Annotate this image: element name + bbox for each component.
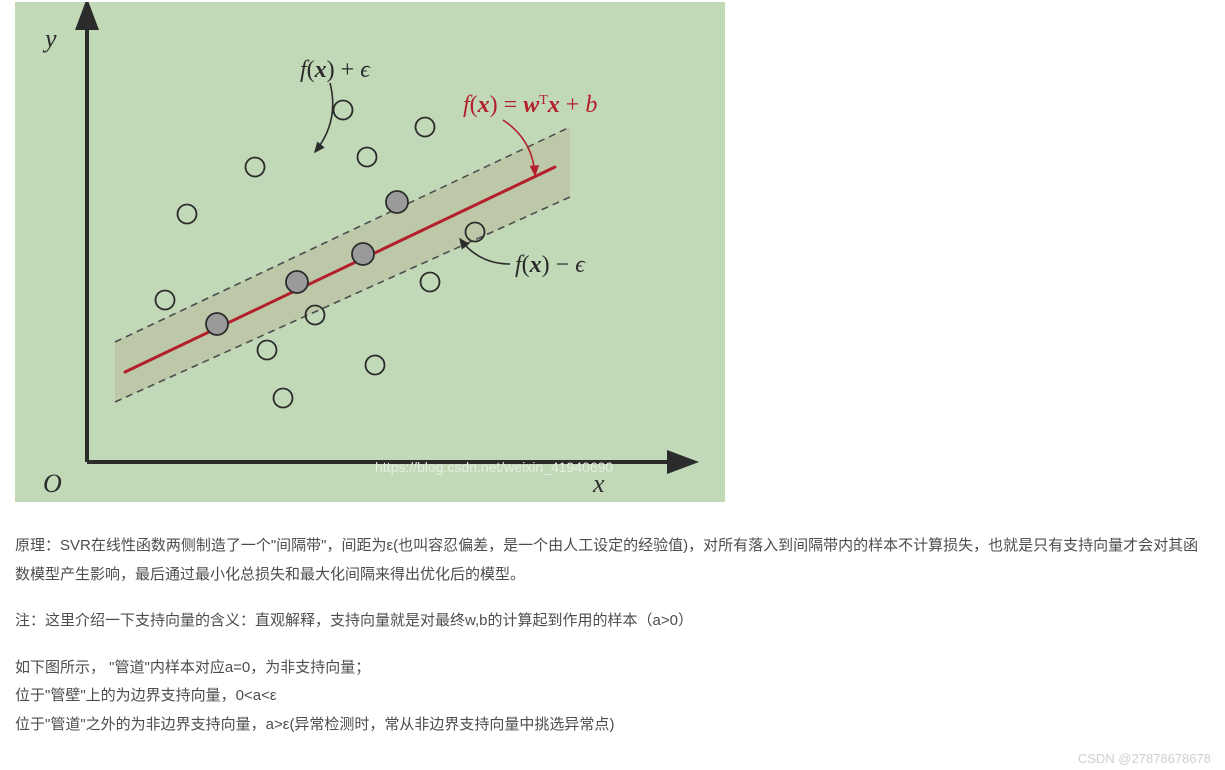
lower-bound-label: f(x) − ϵ — [515, 252, 586, 278]
diagram-watermark: https://blog.csdn.net/weixin_41940690 — [375, 459, 613, 475]
paragraph-line-1: 如下图所示， "管道"内样本对应a=0，为非支持向量； — [15, 654, 1200, 683]
paragraph-line-2: 位于"管壁"上的为边界支持向量，0<a<ε — [15, 682, 1200, 711]
paragraph-note: 注：这里介绍一下支持向量的含义：直观解释，支持向量就是对最终w,b的计算起到作用… — [15, 607, 1200, 636]
regression-equation-label: f(x) = wTx + b — [463, 92, 597, 118]
page-watermark: CSDN @27878678678 — [1078, 751, 1211, 766]
origin-label: O — [43, 469, 62, 498]
paragraph-line-3: 位于"管道"之外的为非边界支持向量，a>ε(异常检测时，常从非边界支持向量中挑选… — [15, 711, 1200, 740]
explanation-text: 原理：SVR在线性函数两侧制造了一个"间隔带"，间距为ε(也叫容忍偏差，是一个由… — [15, 532, 1200, 739]
y-axis-label: y — [42, 24, 57, 53]
diagram-svg: y x O f(x) + ϵ f(x) = wTx + b f(x) − ϵ h… — [15, 2, 725, 502]
upper-bound-label: f(x) + ϵ — [300, 57, 371, 83]
svr-diagram: y x O f(x) + ϵ f(x) = wTx + b f(x) − ϵ h… — [15, 2, 725, 502]
paragraph-principle: 原理：SVR在线性函数两侧制造了一个"间隔带"，间距为ε(也叫容忍偏差，是一个由… — [15, 532, 1200, 589]
